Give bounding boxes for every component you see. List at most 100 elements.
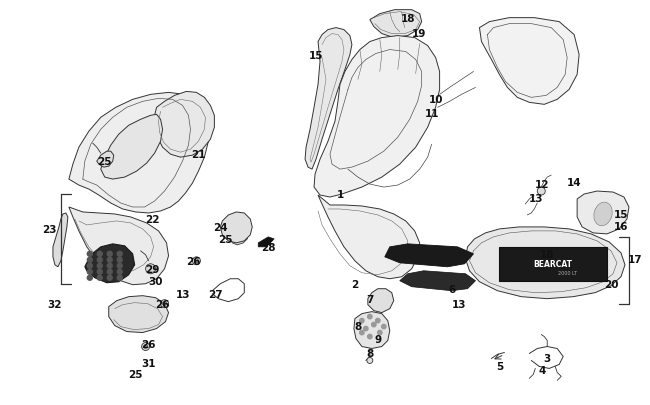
Text: 18: 18 (540, 249, 554, 259)
Circle shape (161, 300, 168, 308)
Polygon shape (499, 247, 607, 281)
Ellipse shape (594, 202, 612, 226)
Polygon shape (53, 213, 68, 267)
Circle shape (359, 319, 364, 323)
Text: 11: 11 (424, 109, 439, 119)
Circle shape (87, 264, 92, 269)
Polygon shape (258, 237, 274, 247)
Polygon shape (314, 36, 439, 198)
Text: 15: 15 (309, 50, 323, 60)
Circle shape (87, 252, 92, 257)
Polygon shape (109, 296, 168, 333)
Text: 15: 15 (614, 209, 629, 220)
Circle shape (368, 335, 372, 339)
Text: 16: 16 (614, 222, 629, 231)
Circle shape (87, 258, 92, 263)
Polygon shape (465, 227, 625, 299)
Circle shape (117, 252, 122, 257)
Polygon shape (220, 213, 252, 243)
Text: BEARCAT: BEARCAT (534, 260, 573, 269)
Polygon shape (84, 244, 135, 283)
Text: 20: 20 (604, 279, 618, 289)
Polygon shape (370, 11, 422, 38)
Circle shape (363, 326, 368, 331)
Text: 29: 29 (146, 264, 160, 274)
Text: 26: 26 (155, 299, 170, 309)
Polygon shape (385, 244, 473, 267)
Circle shape (378, 330, 382, 335)
Circle shape (98, 252, 102, 257)
Circle shape (192, 257, 200, 265)
Circle shape (382, 324, 386, 329)
Circle shape (98, 275, 102, 281)
Circle shape (368, 315, 372, 319)
Text: 2000 LT: 2000 LT (558, 271, 577, 275)
Text: 5: 5 (496, 362, 503, 371)
Circle shape (117, 275, 122, 281)
Polygon shape (480, 19, 579, 105)
Text: 26: 26 (141, 339, 156, 349)
Text: 2: 2 (351, 279, 359, 289)
Text: 10: 10 (428, 95, 443, 105)
Text: 3: 3 (543, 354, 551, 364)
Text: 25: 25 (129, 369, 143, 379)
Text: 24: 24 (213, 222, 228, 232)
Circle shape (107, 275, 112, 281)
Text: 8: 8 (366, 349, 374, 358)
Text: 28: 28 (261, 242, 276, 252)
Circle shape (162, 302, 166, 306)
Polygon shape (101, 115, 162, 180)
Polygon shape (400, 271, 476, 291)
Circle shape (376, 319, 380, 323)
Circle shape (359, 330, 364, 335)
Circle shape (117, 270, 122, 275)
Polygon shape (305, 28, 352, 170)
Circle shape (372, 323, 376, 327)
Polygon shape (69, 207, 168, 285)
Circle shape (144, 345, 148, 349)
Text: 6: 6 (448, 284, 455, 294)
Polygon shape (155, 92, 214, 158)
Text: 25: 25 (218, 234, 233, 244)
Text: 19: 19 (411, 28, 426, 38)
Polygon shape (69, 93, 209, 213)
Text: 9: 9 (374, 334, 382, 344)
Polygon shape (577, 192, 629, 234)
Circle shape (87, 275, 92, 281)
Text: 13: 13 (529, 194, 543, 203)
Text: 31: 31 (141, 358, 156, 369)
Text: 12: 12 (535, 180, 549, 190)
Text: 30: 30 (148, 276, 163, 286)
Text: 17: 17 (628, 254, 642, 264)
Text: 22: 22 (146, 214, 160, 224)
Text: 14: 14 (567, 178, 582, 188)
Text: 13: 13 (452, 299, 467, 309)
Polygon shape (354, 312, 390, 349)
Text: 7: 7 (366, 294, 374, 304)
Circle shape (107, 252, 112, 257)
Text: 21: 21 (191, 150, 205, 160)
Text: 27: 27 (208, 289, 223, 299)
Text: 8: 8 (354, 321, 361, 331)
Circle shape (538, 188, 545, 196)
Circle shape (107, 270, 112, 275)
Circle shape (98, 258, 102, 263)
Circle shape (194, 259, 198, 263)
Text: 13: 13 (176, 289, 190, 299)
Circle shape (107, 264, 112, 269)
Circle shape (367, 358, 373, 364)
Polygon shape (97, 152, 114, 168)
Text: 18: 18 (400, 14, 415, 23)
Circle shape (117, 258, 122, 263)
Circle shape (107, 258, 112, 263)
Circle shape (142, 343, 150, 351)
Polygon shape (230, 227, 248, 245)
Text: 1: 1 (336, 190, 344, 200)
Polygon shape (368, 289, 394, 313)
Circle shape (87, 270, 92, 275)
Circle shape (98, 264, 102, 269)
Circle shape (98, 270, 102, 275)
Text: 4: 4 (539, 366, 546, 375)
Text: 23: 23 (42, 224, 56, 234)
Text: 26: 26 (186, 256, 201, 266)
